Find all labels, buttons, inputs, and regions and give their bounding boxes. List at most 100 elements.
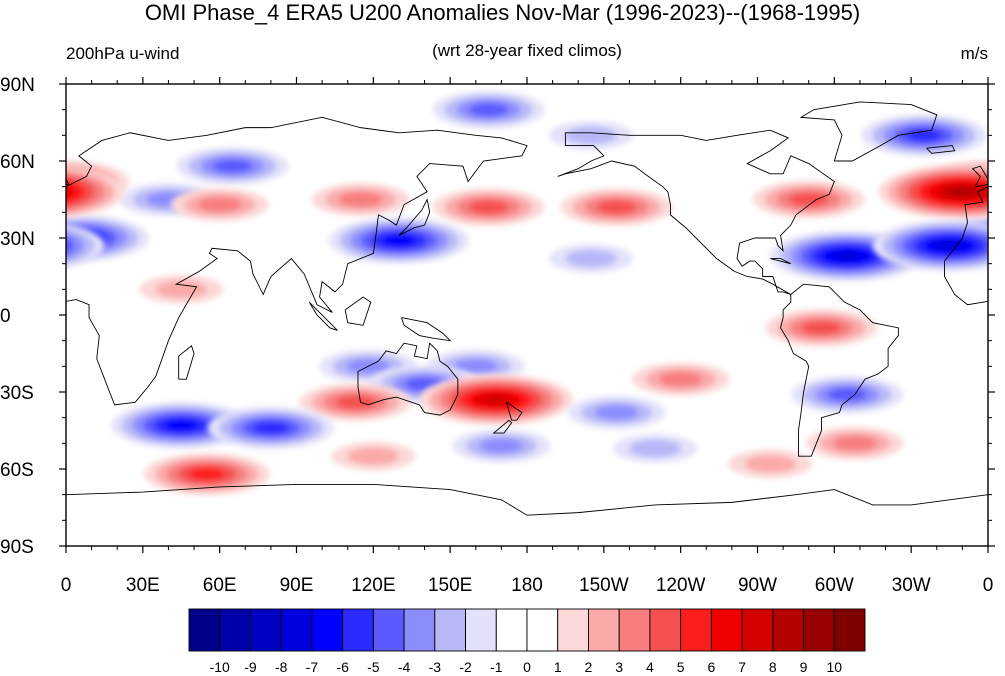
colorbar-label: 6 xyxy=(707,659,715,675)
anomaly-blob xyxy=(567,395,666,430)
anomaly-blob xyxy=(66,164,988,220)
colorbar-swatch xyxy=(250,608,282,652)
colorbar-swatch xyxy=(772,608,804,652)
coastline-borneo xyxy=(344,296,372,326)
lon-tick-label: 180 xyxy=(511,575,543,596)
anomaly-blob xyxy=(631,362,730,396)
colorbar-swatch xyxy=(526,608,559,652)
lat-tick-label: 30S xyxy=(0,383,34,404)
anomaly-blob xyxy=(207,406,334,449)
colorbar-label: -4 xyxy=(398,659,411,675)
coastline-new-guinea xyxy=(401,317,452,342)
colorbar-swatch xyxy=(465,608,497,652)
coastline-greenland xyxy=(799,101,938,162)
colorbar-label: -9 xyxy=(244,659,257,675)
lon-tick-label: 90W xyxy=(738,575,777,596)
lon-tick-label: 90E xyxy=(280,575,314,596)
colorbar-label: -6 xyxy=(336,659,349,675)
colorbar-swatch xyxy=(311,608,344,652)
colorbar-swatch xyxy=(680,608,712,652)
colorbar-swatch xyxy=(588,608,620,652)
coastline-australia xyxy=(357,342,459,416)
colorbar-swatch xyxy=(434,608,466,652)
lon-tick-label: 60W xyxy=(815,575,854,596)
plot-area xyxy=(66,84,988,546)
colorbar-label: 2 xyxy=(585,659,593,675)
lon-tick-label: 120W xyxy=(656,575,706,596)
anomaly-blob xyxy=(143,453,270,496)
lon-tick-label: 120E xyxy=(351,575,395,596)
units-label: m/s xyxy=(960,44,988,63)
anomaly-blob xyxy=(765,309,878,347)
subtitle-label: (wrt 28-year fixed climos) xyxy=(432,41,622,60)
anomaly-blob xyxy=(299,383,412,422)
colorbar-label: -7 xyxy=(306,659,319,675)
coastlines xyxy=(66,101,988,516)
anomaly-blob xyxy=(860,114,987,157)
anomaly-blob xyxy=(432,188,545,226)
colorbar-swatch xyxy=(495,608,528,652)
lon-tick-label: 60E xyxy=(203,575,237,596)
coastline-japan xyxy=(398,198,431,236)
anomaly-field xyxy=(66,90,988,496)
colorbar-label: 5 xyxy=(677,659,685,675)
colorbar-label: -2 xyxy=(459,659,472,675)
lat-tick-label: 90N xyxy=(0,75,35,96)
anomaly-blob xyxy=(452,429,551,463)
anomaly-blob xyxy=(331,441,416,471)
anomaly-blob xyxy=(728,449,813,479)
anomaly-blob xyxy=(432,90,545,129)
coastline-new-zealand xyxy=(506,401,523,421)
lat-tick-label: 60N xyxy=(0,152,35,173)
anomaly-blob xyxy=(549,120,634,150)
colorbar-label: 10 xyxy=(826,659,842,675)
coastline-uk xyxy=(66,178,70,185)
anomaly-blob xyxy=(170,188,269,222)
colorbar-swatch xyxy=(618,608,651,652)
colorbar-swatch xyxy=(280,608,313,652)
lon-tick-label: 150W xyxy=(579,575,629,596)
lon-tick-label: 0 xyxy=(983,575,994,596)
coastline-africa-europe-asia xyxy=(66,116,528,406)
colorbar-label: 7 xyxy=(738,659,746,675)
lat-tick-label: 60S xyxy=(0,460,34,481)
lat-tick-label: 90S xyxy=(0,537,34,558)
colorbar-swatch xyxy=(710,608,743,652)
anomaly-blob xyxy=(328,217,469,264)
colorbar-swatch xyxy=(833,608,866,652)
coastline-antarctica xyxy=(66,483,988,516)
anomaly-blob xyxy=(752,180,865,219)
map-title: OMI Phase_4 ERA5 U200 Anomalies Nov-Mar … xyxy=(144,0,861,25)
coastline-new-zealand-south xyxy=(492,419,513,434)
anomaly-blob xyxy=(560,188,673,226)
lon-tick-label: 150E xyxy=(428,575,472,596)
anomaly-blob xyxy=(791,375,904,414)
colorbar-label: 4 xyxy=(646,659,654,675)
anomaly-blob xyxy=(805,426,904,460)
colorbar-swatch xyxy=(403,608,436,652)
anomaly-blob xyxy=(549,244,634,273)
colorbar-swatch xyxy=(803,608,835,652)
colorbar-swatch xyxy=(649,608,682,652)
colorbar-label: -5 xyxy=(367,659,380,675)
colorbar-label: 3 xyxy=(615,659,623,675)
colorbar-label: -10 xyxy=(210,659,230,675)
coastline-uk-wrap xyxy=(971,165,988,188)
coastline-south-america xyxy=(780,283,899,457)
colorbar-label: -3 xyxy=(429,659,442,675)
colorbar-label: -8 xyxy=(275,659,288,675)
colorbar-swatch xyxy=(557,608,589,652)
colorbar-swatch xyxy=(372,608,405,652)
coastline-north-america xyxy=(557,129,835,295)
anomaly-blob xyxy=(311,182,410,217)
colorbar-label: 0 xyxy=(523,659,531,675)
lat-tick-label: 0 xyxy=(0,306,11,327)
lon-tick-label: 30W xyxy=(892,575,931,596)
anomaly-blob xyxy=(419,374,574,426)
colorbar-label: 1 xyxy=(554,659,562,675)
anomaly-blob xyxy=(176,147,289,185)
colorbar-label: 8 xyxy=(769,659,777,675)
colorbar-label: -1 xyxy=(490,659,503,675)
lon-tick-label: 30E xyxy=(126,575,160,596)
colorbar-swatch xyxy=(741,608,774,652)
